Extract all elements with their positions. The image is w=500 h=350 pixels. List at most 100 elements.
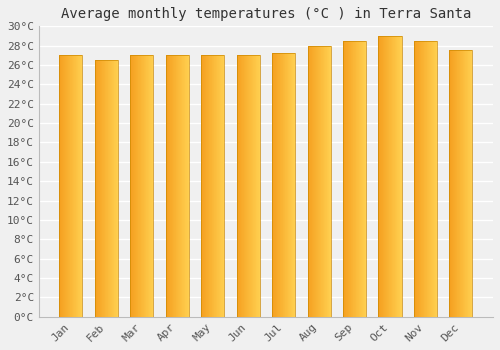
Bar bbox=[114, 60, 115, 317]
Bar bbox=[315, 46, 316, 317]
Bar bbox=[181, 55, 182, 317]
Bar bbox=[151, 55, 152, 317]
Bar bbox=[353, 41, 354, 317]
Bar bbox=[174, 55, 175, 317]
Bar bbox=[352, 41, 353, 317]
Bar bbox=[184, 55, 185, 317]
Bar bbox=[98, 60, 99, 317]
Bar bbox=[60, 55, 82, 317]
Bar bbox=[450, 50, 451, 317]
Bar bbox=[97, 60, 98, 317]
Bar bbox=[381, 36, 382, 317]
Bar bbox=[68, 55, 69, 317]
Bar bbox=[74, 55, 75, 317]
Bar bbox=[313, 46, 314, 317]
Bar bbox=[169, 55, 170, 317]
Bar bbox=[144, 55, 146, 317]
Bar bbox=[257, 55, 258, 317]
Bar bbox=[285, 54, 286, 317]
Bar bbox=[216, 55, 217, 317]
Bar bbox=[142, 55, 143, 317]
Bar bbox=[282, 54, 283, 317]
Bar bbox=[204, 55, 206, 317]
Bar bbox=[363, 41, 364, 317]
Bar bbox=[201, 55, 202, 317]
Bar bbox=[394, 36, 395, 317]
Bar bbox=[396, 36, 397, 317]
Bar bbox=[310, 46, 311, 317]
Bar bbox=[64, 55, 65, 317]
Bar bbox=[248, 55, 249, 317]
Bar bbox=[76, 55, 78, 317]
Bar bbox=[415, 41, 416, 317]
Bar bbox=[351, 41, 352, 317]
Bar bbox=[425, 41, 426, 317]
Bar bbox=[80, 55, 81, 317]
Bar bbox=[147, 55, 148, 317]
Bar bbox=[108, 60, 110, 317]
Bar bbox=[139, 55, 140, 317]
Bar bbox=[95, 60, 96, 317]
Bar bbox=[462, 50, 463, 317]
Bar bbox=[130, 55, 131, 317]
Bar bbox=[65, 55, 66, 317]
Bar bbox=[456, 50, 457, 317]
Bar bbox=[378, 36, 379, 317]
Bar bbox=[414, 41, 415, 317]
Bar bbox=[259, 55, 260, 317]
Bar bbox=[60, 55, 61, 317]
Bar bbox=[238, 55, 239, 317]
Bar bbox=[186, 55, 187, 317]
Bar bbox=[416, 41, 417, 317]
Bar bbox=[291, 54, 292, 317]
Title: Average monthly temperatures (°C ) in Terra Santa: Average monthly temperatures (°C ) in Te… bbox=[60, 7, 471, 21]
Bar bbox=[420, 41, 421, 317]
Bar bbox=[344, 41, 345, 317]
Bar bbox=[391, 36, 392, 317]
Bar bbox=[252, 55, 253, 317]
Bar bbox=[256, 55, 257, 317]
Bar bbox=[179, 55, 180, 317]
Bar bbox=[424, 41, 425, 317]
Bar bbox=[386, 36, 387, 317]
Bar bbox=[311, 46, 312, 317]
Bar bbox=[115, 60, 116, 317]
Bar bbox=[275, 54, 276, 317]
Bar bbox=[253, 55, 254, 317]
Bar bbox=[464, 50, 465, 317]
Bar bbox=[455, 50, 456, 317]
Bar bbox=[451, 50, 452, 317]
Bar bbox=[318, 46, 319, 317]
Bar bbox=[466, 50, 467, 317]
Bar bbox=[314, 46, 315, 317]
Bar bbox=[382, 36, 383, 317]
Bar bbox=[427, 41, 428, 317]
Bar bbox=[255, 55, 256, 317]
Bar bbox=[320, 46, 321, 317]
Bar bbox=[380, 36, 381, 317]
Bar bbox=[201, 55, 224, 317]
Bar bbox=[220, 55, 221, 317]
Bar bbox=[152, 55, 153, 317]
Bar bbox=[111, 60, 112, 317]
Bar bbox=[242, 55, 243, 317]
Bar bbox=[272, 54, 274, 317]
Bar bbox=[350, 41, 351, 317]
Bar bbox=[467, 50, 468, 317]
Bar bbox=[244, 55, 245, 317]
Bar bbox=[461, 50, 462, 317]
Bar bbox=[100, 60, 101, 317]
Bar bbox=[101, 60, 102, 317]
Bar bbox=[294, 54, 295, 317]
Bar bbox=[176, 55, 178, 317]
Bar bbox=[95, 60, 118, 317]
Bar bbox=[187, 55, 188, 317]
Bar bbox=[210, 55, 211, 317]
Bar bbox=[131, 55, 132, 317]
Bar bbox=[414, 41, 437, 317]
Bar bbox=[254, 55, 255, 317]
Bar bbox=[148, 55, 149, 317]
Bar bbox=[454, 50, 455, 317]
Bar bbox=[166, 55, 167, 317]
Bar bbox=[287, 54, 288, 317]
